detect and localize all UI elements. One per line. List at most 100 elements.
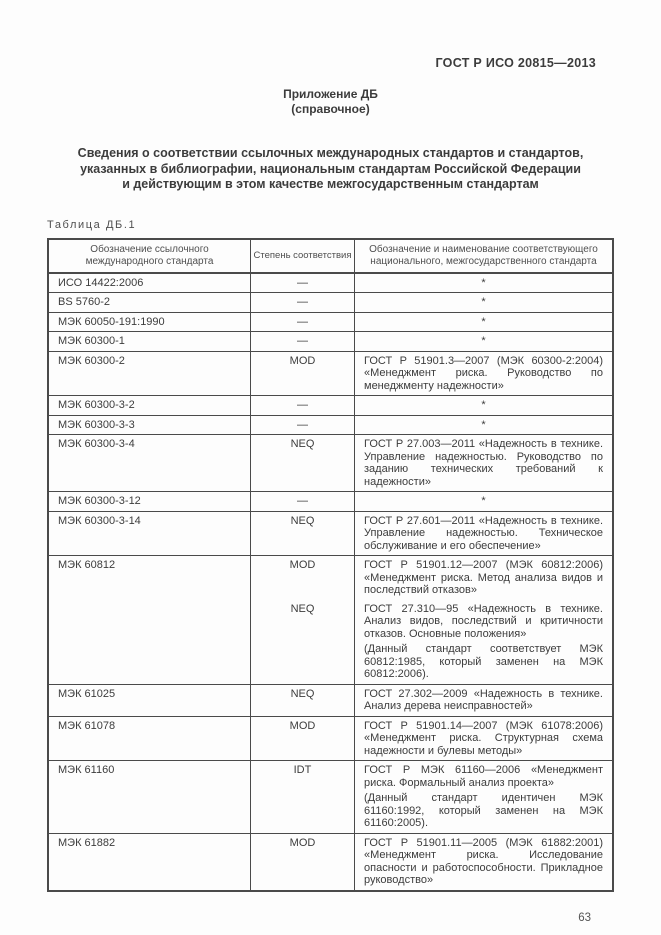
table-row: ИСО 14422:2006— * bbox=[49, 273, 612, 293]
degree-of-correspondence-cell: NEQ bbox=[251, 435, 355, 491]
national-standard-cell: * bbox=[355, 332, 612, 351]
national-standard-cell: ГОСТ Р 27.003—2011 «Надежность в технике… bbox=[355, 435, 612, 491]
table-row: МЭК 60300-3-3— * bbox=[49, 415, 612, 435]
row-entry: IDT ГОСТ Р МЭК 61160—2006 «Менеджмент рис… bbox=[251, 761, 612, 833]
national-standard-cell: ГОСТ Р 51901.3—2007 (МЭК 60300-2:2004) «… bbox=[355, 352, 612, 396]
national-standard-text: ГОСТ Р 27.003—2011 «Надежность в технике… bbox=[364, 438, 603, 488]
national-standard-text: * bbox=[481, 399, 486, 411]
national-standard-text: ГОСТ Р 27.601—2011 «Надежность в технике… bbox=[364, 514, 603, 552]
national-standard-cell: ГОСТ Р МЭК 61160—2006 «Менеджмент риска.… bbox=[355, 761, 612, 833]
table-row: МЭК 60300-3-12— * bbox=[49, 492, 612, 512]
table-label: Таблица ДБ.1 bbox=[47, 218, 137, 231]
table-row: МЭК 61882 MOD ГОСТ Р 51901.11—2005 (МЭК 61… bbox=[49, 833, 612, 890]
degree-of-correspondence-cell: MOD bbox=[251, 716, 355, 760]
national-standard-text: * bbox=[481, 335, 486, 347]
national-standard-text: ГОСТ Р 51901.12—2007 (МЭК 60812:2006) «М… bbox=[364, 559, 603, 596]
table-row: МЭК 60050-191:1990— * bbox=[49, 312, 612, 332]
degree-of-correspondence-cell: — bbox=[251, 415, 355, 434]
row-entry: NEQ ГОСТ Р 27.601—2011 «Надежность в техн… bbox=[251, 511, 612, 556]
column-header-reference-standard: Обозначение ссылочного международного ст… bbox=[49, 239, 251, 272]
row-entry: NEQ ГОСТ Р 27.003—2011 «Надежность в техн… bbox=[251, 435, 612, 491]
reference-standard-cell: МЭК 60050-191:1990 bbox=[49, 312, 251, 331]
national-standard-cell: ГОСТ 27.302—2009 «Надежность в технике. … bbox=[355, 685, 612, 716]
reference-standard-cell: МЭК 60300-2 bbox=[49, 351, 251, 395]
appendix-subtitle: (справочное) bbox=[291, 102, 370, 116]
national-standard-cell: ГОСТ Р 51901.11—2005 (МЭК 61882:2001) «М… bbox=[355, 834, 612, 890]
degree-of-correspondence-cell: — bbox=[251, 293, 355, 312]
reference-standard-cell: МЭК 60300-3-12 bbox=[49, 492, 251, 511]
national-standard-cell: * bbox=[355, 293, 612, 312]
national-standard-cell: ГОСТ Р 51901.14—2007 (МЭК 61078:2006) «М… bbox=[355, 717, 612, 761]
table-header-row: Обозначение ссылочного международного ст… bbox=[49, 239, 612, 274]
row-entry: — * bbox=[251, 415, 612, 435]
table-row: МЭК 60812 MOD ГОСТ Р 51901.12—2007 (МЭК 60… bbox=[49, 556, 612, 685]
degree-of-correspondence-cell: MOD bbox=[251, 833, 355, 890]
reference-standard-cell: МЭК 60300-3-4 bbox=[49, 435, 251, 491]
degree-of-correspondence-cell: NEQ bbox=[251, 511, 355, 555]
degree-of-correspondence-cell: — bbox=[251, 332, 355, 351]
reference-standard-cell: МЭК 60300-3-2 bbox=[49, 396, 251, 415]
section-title-line: и действующим в этом качестве межгосудар… bbox=[122, 177, 539, 191]
correspondence-table: Обозначение ссылочного международного ст… bbox=[47, 237, 614, 892]
national-standard-text: * bbox=[481, 315, 486, 328]
reference-standard-cell: МЭК 61025 bbox=[49, 684, 251, 716]
page-number: 63 bbox=[578, 911, 591, 924]
reference-standard-cell: МЭК 61078 bbox=[49, 716, 251, 760]
table-row: МЭК 60300-3-14 NEQ ГОСТ Р 27.601—2011 «Над… bbox=[49, 511, 612, 556]
national-standard-text: * bbox=[481, 495, 486, 507]
national-standard-text: ГОСТ Р МЭК 61160—2006 «Менеджмент риска.… bbox=[364, 764, 603, 789]
national-standard-text: * bbox=[481, 418, 486, 431]
row-entry: MOD ГОСТ Р 51901.11—2005 (МЭК 61882:2001)… bbox=[251, 833, 612, 890]
row-entry: MOD ГОСТ Р 51901.3—2007 (МЭК 60300-2:2004… bbox=[251, 351, 612, 396]
reference-standard-cell: МЭК 60300-3-14 bbox=[49, 511, 251, 555]
degree-of-correspondence-cell: — bbox=[251, 312, 355, 331]
row-entry: — * bbox=[251, 396, 612, 415]
row-entry: MOD ГОСТ Р 51901.12—2007 (МЭК 60812:2006)… bbox=[251, 556, 612, 600]
table-body: ИСО 14422:2006— * BS 5760-2— * МЭК 60050-191… bbox=[49, 273, 612, 890]
degree-of-correspondence-cell: NEQ bbox=[251, 684, 355, 716]
row-entry: — * bbox=[251, 332, 612, 351]
appendix-heading: Приложение ДБ (справочное) bbox=[47, 87, 614, 117]
table-row: МЭК 60300-3-2— * bbox=[49, 396, 612, 416]
table-row: МЭК 60300-1— * bbox=[49, 332, 612, 352]
table-row: МЭК 61078 MOD ГОСТ Р 51901.14—2007 (МЭК 61… bbox=[49, 716, 612, 761]
national-standard-text: ГОСТ Р 51901.14—2007 (МЭК 61078:2006) «М… bbox=[364, 719, 603, 757]
national-standard-text: ГОСТ Р 51901.3—2007 (МЭК 60300-2:2004) «… bbox=[364, 354, 603, 392]
column-header-national-standard: Обозначение и наименование соответствующ… bbox=[369, 243, 598, 267]
reference-standard-cell: BS 5760-2 bbox=[49, 293, 251, 312]
national-standard-cell: ГОСТ Р 27.601—2011 «Надежность в технике… bbox=[355, 512, 612, 556]
national-standard-text: (Данный стандарт идентичен МЭК 61160:199… bbox=[364, 792, 603, 829]
national-standard-cell: ГОСТ 27.310—95 «Надежность в технике. Ан… bbox=[355, 600, 612, 684]
reference-standard-cell: МЭК 60300-3-3 bbox=[49, 415, 251, 434]
degree-of-correspondence-cell: — bbox=[251, 396, 355, 415]
national-standard-cell: * bbox=[355, 492, 612, 511]
row-entry: — * bbox=[251, 492, 612, 511]
national-standard-text: ГОСТ 27.302—2009 «Надежность в технике. … bbox=[364, 687, 603, 713]
row-entry: — * bbox=[251, 293, 612, 312]
national-standard-cell: * bbox=[355, 416, 612, 435]
row-entry: — * bbox=[251, 273, 612, 293]
reference-standard-cell: МЭК 60812 bbox=[49, 556, 251, 684]
national-standard-cell: * bbox=[355, 274, 612, 293]
national-standard-cell: * bbox=[355, 396, 612, 415]
degree-of-correspondence-cell: MOD bbox=[251, 556, 355, 600]
row-entry: MOD ГОСТ Р 51901.14—2007 (МЭК 61078:2006)… bbox=[251, 716, 612, 761]
national-standard-text: * bbox=[481, 296, 486, 308]
table-row: BS 5760-2— * bbox=[49, 293, 612, 313]
degree-of-correspondence-cell: MOD bbox=[251, 351, 355, 395]
national-standard-cell: * bbox=[355, 313, 612, 332]
row-entry: — * bbox=[251, 312, 612, 332]
section-title: Сведения о соответствии ссылочных междун… bbox=[47, 146, 614, 193]
reference-standard-cell: МЭК 60300-1 bbox=[49, 332, 251, 351]
table-row: МЭК 61025 NEQ ГОСТ 27.302—2009 «Надежность… bbox=[49, 684, 612, 717]
national-standard-text: ГОСТ Р 51901.11—2005 (МЭК 61882:2001) «М… bbox=[364, 836, 603, 887]
table-row: МЭК 61160 IDT ГОСТ Р МЭК 61160—2006 «Менед… bbox=[49, 761, 612, 834]
table-row: МЭК 60300-3-4 NEQ ГОСТ Р 27.003—2011 «Наде… bbox=[49, 435, 612, 492]
national-standard-text: * bbox=[481, 276, 486, 289]
row-entry: NEQ ГОСТ 27.310—95 «Надежность в технике.… bbox=[251, 599, 612, 684]
degree-of-correspondence-cell: — bbox=[251, 492, 355, 511]
section-title-line: указанных в библиографии, национальным с… bbox=[80, 161, 581, 176]
degree-of-correspondence-cell: — bbox=[251, 273, 355, 292]
reference-standard-cell: ИСО 14422:2006 bbox=[49, 273, 251, 292]
